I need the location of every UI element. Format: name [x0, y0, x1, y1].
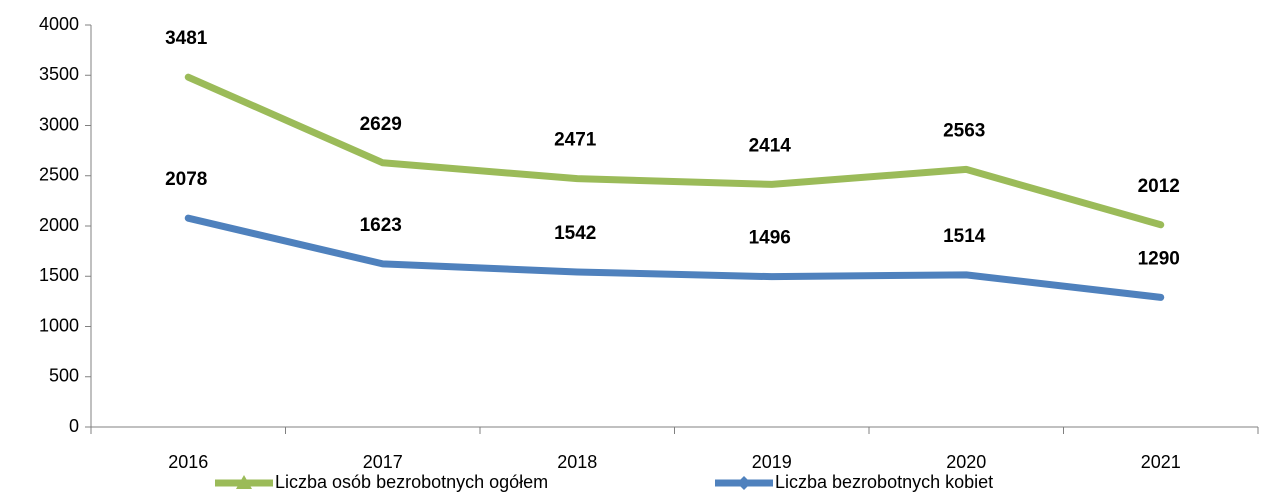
- data-label: 3481: [165, 28, 208, 49]
- y-tick-label: 3000: [39, 114, 79, 134]
- data-label: 2078: [165, 169, 207, 190]
- x-tick-label: 2018: [557, 452, 597, 472]
- data-label: 1623: [360, 215, 402, 236]
- x-tick-label: 2020: [946, 452, 986, 472]
- data-label: 1542: [554, 223, 596, 244]
- data-label: 1290: [1138, 248, 1180, 269]
- data-label: 2629: [360, 114, 402, 135]
- data-label: 1514: [943, 226, 986, 247]
- series-line: [184, 214, 1165, 301]
- legend-label: Liczba osób bezrobotnych ogółem: [275, 472, 548, 492]
- legend-marker: [737, 476, 751, 490]
- y-tick-label: 3500: [39, 64, 79, 84]
- data-label: 1496: [749, 228, 791, 249]
- data-label: 2414: [749, 135, 792, 156]
- y-tick-label: 4000: [39, 14, 79, 34]
- y-tick-label: 2000: [39, 215, 79, 235]
- legend-marker: [236, 475, 252, 489]
- x-tick-label: 2016: [168, 452, 208, 472]
- y-tick-label: 0: [69, 416, 79, 436]
- x-tick-label: 2021: [1141, 452, 1181, 472]
- y-tick-label: 2500: [39, 165, 79, 185]
- data-label: 2563: [943, 120, 985, 141]
- y-tick-label: 500: [49, 366, 79, 386]
- data-label: 2471: [554, 130, 597, 151]
- x-tick-label: 2019: [752, 452, 792, 472]
- y-tick-label: 1500: [39, 265, 79, 285]
- x-tick-label: 2017: [363, 452, 403, 472]
- data-label: 2012: [1138, 176, 1180, 197]
- legend-label: Liczba bezrobotnych kobiet: [775, 472, 993, 492]
- series-line: [184, 73, 1165, 229]
- y-tick-label: 1000: [39, 315, 79, 335]
